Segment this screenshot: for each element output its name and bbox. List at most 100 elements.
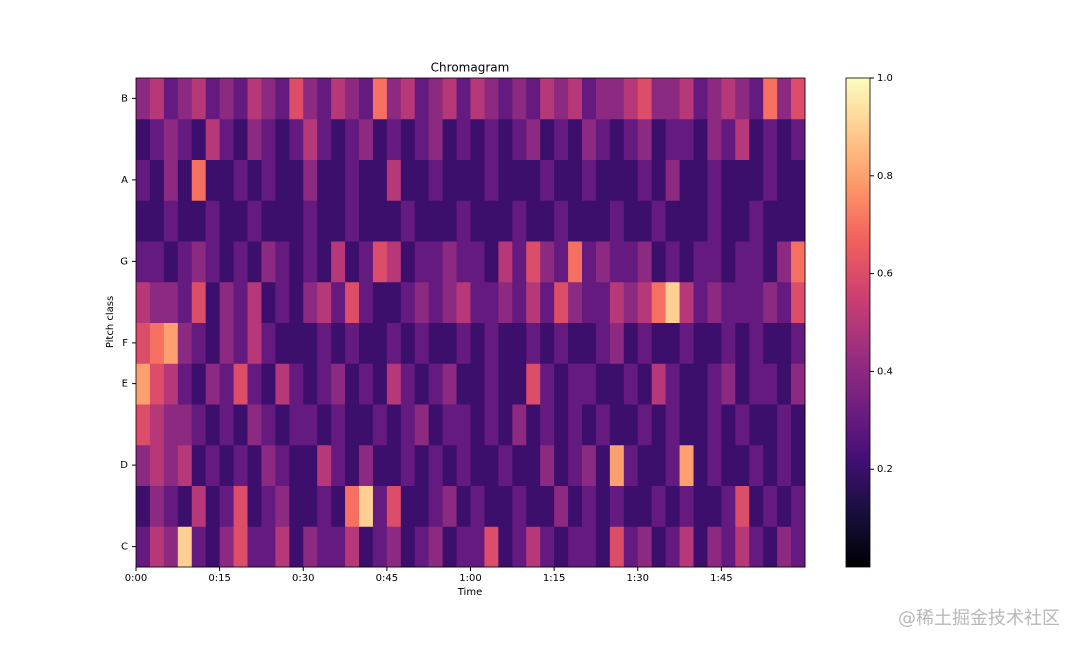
heat-cell xyxy=(136,78,151,120)
heat-cell xyxy=(345,526,360,568)
heat-cell xyxy=(191,241,207,283)
heat-cell xyxy=(442,281,458,323)
heat-cell xyxy=(651,444,667,486)
heat-cell xyxy=(637,444,653,486)
heat-cell xyxy=(289,281,304,323)
heat-cell xyxy=(582,281,597,323)
heat-cell xyxy=(735,118,750,160)
heat-cell xyxy=(331,404,346,446)
heat-cell xyxy=(247,444,262,486)
heat-cell xyxy=(763,281,778,323)
heat-cell xyxy=(651,118,667,160)
heat-cell xyxy=(623,485,639,527)
heat-cell xyxy=(400,281,416,323)
heat-cell xyxy=(331,444,346,486)
heat-cell xyxy=(526,200,541,242)
heat-cell xyxy=(637,78,653,120)
heat-cell xyxy=(609,241,625,283)
colorbar-tick-label: 0.8 xyxy=(877,171,893,182)
heat-cell xyxy=(609,159,625,201)
heat-cell xyxy=(317,200,332,242)
heat-cell xyxy=(191,118,207,160)
heat-cell xyxy=(191,404,207,446)
heat-cell xyxy=(749,159,764,201)
heat-cell xyxy=(735,322,750,364)
heat-cell xyxy=(540,241,555,283)
heat-cell xyxy=(442,485,458,527)
heat-cell xyxy=(177,485,193,527)
heat-cell xyxy=(777,159,792,201)
y-tick-label: E xyxy=(122,379,128,390)
heat-cell xyxy=(205,485,221,527)
heat-cell xyxy=(149,404,165,446)
heat-cell xyxy=(317,444,332,486)
heat-cell xyxy=(693,526,708,568)
heat-cell xyxy=(275,485,290,527)
heat-cell xyxy=(568,444,583,486)
heat-cell xyxy=(177,322,193,364)
heat-cell xyxy=(456,159,471,201)
heat-cell xyxy=(568,78,583,120)
heat-cell xyxy=(777,322,792,364)
heat-cell xyxy=(721,159,736,201)
heat-cell xyxy=(651,322,667,364)
heat-cell xyxy=(177,118,193,160)
heat-cell xyxy=(512,159,527,201)
heat-cell xyxy=(359,200,374,242)
heat-cell xyxy=(205,526,221,568)
heat-cell xyxy=(428,404,444,446)
heat-cell xyxy=(484,322,499,364)
heat-cell xyxy=(582,363,597,405)
heat-cell xyxy=(721,526,736,568)
heat-cell xyxy=(205,118,221,160)
heat-cell xyxy=(623,78,639,120)
heat-cell xyxy=(623,404,639,446)
heat-cell xyxy=(317,78,332,120)
heat-cell xyxy=(372,404,388,446)
heat-cell xyxy=(303,363,318,405)
heat-cell xyxy=(484,444,499,486)
heat-cell xyxy=(512,404,527,446)
heat-cell xyxy=(275,78,290,120)
heat-cell xyxy=(582,322,597,364)
heat-cell xyxy=(707,322,722,364)
heat-cell xyxy=(163,281,179,323)
heat-cell xyxy=(777,485,792,527)
heat-cell xyxy=(386,159,402,201)
heat-cell xyxy=(149,241,165,283)
heat-cell xyxy=(498,281,513,323)
heat-cell xyxy=(595,200,611,242)
heat-cell xyxy=(233,118,248,160)
heat-cell xyxy=(359,281,374,323)
heat-cell xyxy=(136,404,151,446)
heat-cell xyxy=(163,159,179,201)
heat-cell xyxy=(414,485,430,527)
heat-cell xyxy=(456,444,471,486)
heat-cell xyxy=(331,363,346,405)
heat-cell xyxy=(331,159,346,201)
heat-cell xyxy=(149,159,165,201)
heat-cell xyxy=(470,200,485,242)
heat-cell xyxy=(665,404,681,446)
heat-cell xyxy=(205,322,221,364)
heat-cell xyxy=(568,200,583,242)
heat-cell xyxy=(386,281,402,323)
heat-cell xyxy=(163,200,179,242)
heat-cell xyxy=(442,322,458,364)
heat-cell xyxy=(275,118,290,160)
heat-cell xyxy=(359,159,374,201)
heat-cell xyxy=(317,322,332,364)
heat-cell xyxy=(582,159,597,201)
heat-cell xyxy=(177,363,193,405)
heat-cell xyxy=(651,526,667,568)
heat-cell xyxy=(386,363,402,405)
heat-cell xyxy=(233,322,248,364)
heat-cell xyxy=(609,200,625,242)
heat-cell xyxy=(275,281,290,323)
heat-cell xyxy=(484,78,499,120)
heat-cell xyxy=(484,363,499,405)
heat-cell xyxy=(205,444,221,486)
colorbar xyxy=(845,77,871,568)
x-tick-label: 0:15 xyxy=(208,573,230,584)
